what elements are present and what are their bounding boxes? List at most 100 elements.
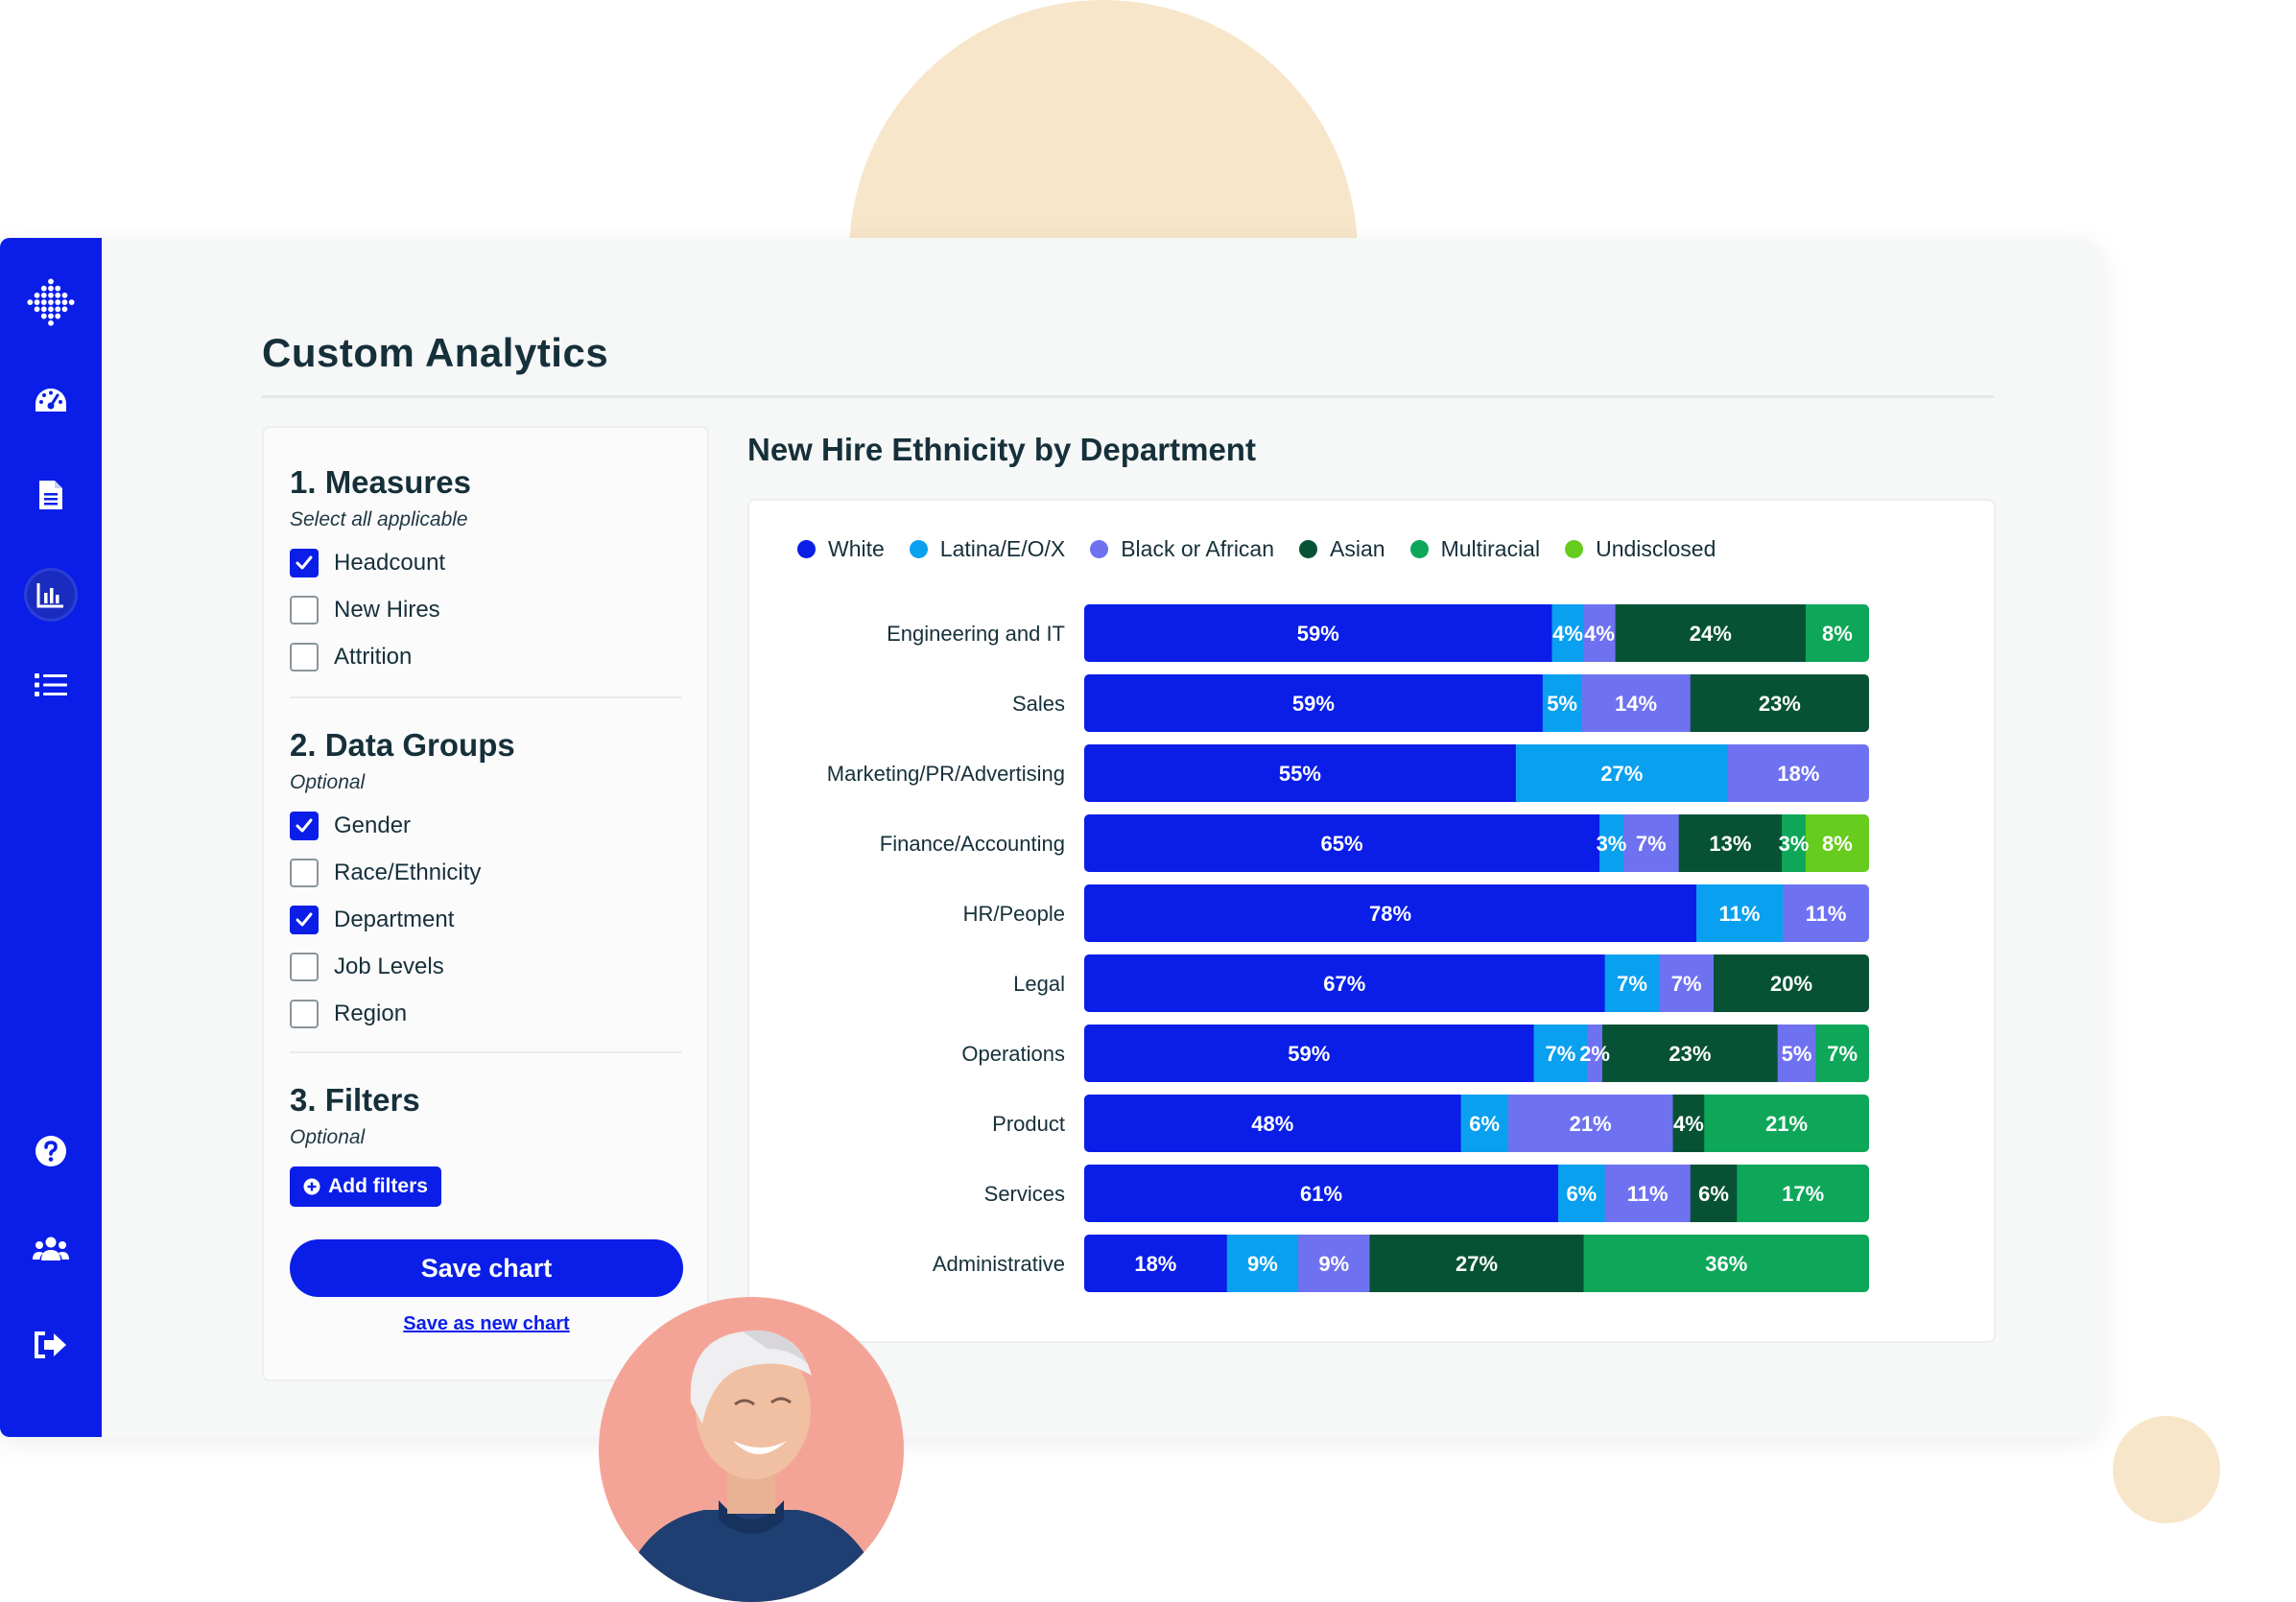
bar-value-label: 6% (1469, 1112, 1500, 1136)
category-label: Sales (1012, 692, 1065, 716)
bar-value-label: 11% (1806, 902, 1847, 926)
bar-value-label: 27% (1456, 1252, 1498, 1276)
group-option-region[interactable]: Region (290, 998, 407, 1030)
bar-segment (1084, 674, 1544, 732)
group-option-gender[interactable]: Gender (290, 810, 411, 842)
section-divider (290, 1051, 681, 1053)
add-filters-button[interactable]: Add filters (290, 1166, 441, 1207)
bar-value-label: 11% (1627, 1182, 1669, 1206)
group-option-race-ethnicity[interactable]: Race/Ethnicity (290, 857, 481, 889)
logo-dots-icon[interactable] (24, 276, 78, 330)
bar-value-label: 4% (1552, 622, 1583, 646)
help-icon[interactable] (24, 1124, 78, 1178)
bar-row (1084, 604, 1869, 662)
legend-swatch (1565, 539, 1584, 558)
bar-value-label: 13% (1709, 832, 1751, 856)
bar-segment (1558, 1165, 1606, 1222)
list-icon[interactable] (24, 658, 78, 712)
bar-segment (1599, 814, 1624, 872)
legend-item: Latina/E/O/X (909, 536, 1065, 562)
legend-swatch (909, 539, 928, 558)
dashboard-gauge-icon[interactable] (24, 374, 78, 428)
logout-icon[interactable] (24, 1318, 78, 1372)
bar-segment (1581, 674, 1692, 732)
measure-option-headcount[interactable]: Headcount (290, 547, 445, 579)
bar-value-label: 7% (1545, 1042, 1575, 1066)
bar-value-label: 11% (1719, 902, 1761, 926)
bar-segment (1678, 814, 1783, 872)
bar-value-label: 14% (1615, 692, 1657, 716)
checkbox[interactable] (290, 549, 319, 577)
bar-value-label: 48% (1251, 1112, 1293, 1136)
category-label: Marketing/PR/Advertising (827, 762, 1065, 786)
decorative-circle-bottom (2113, 1416, 2220, 1523)
document-icon[interactable] (24, 468, 78, 522)
checkbox[interactable] (290, 1000, 319, 1028)
measure-option-attrition[interactable]: Attrition (290, 641, 412, 673)
team-icon[interactable] (24, 1222, 78, 1276)
bar-segment (1727, 744, 1869, 802)
user-photo-avatar (599, 1297, 904, 1602)
bar-value-label: 61% (1300, 1182, 1342, 1206)
group-option-job-levels[interactable]: Job Levels (290, 951, 444, 983)
bar-value-label: 7% (1636, 832, 1667, 856)
bar-segment (1783, 884, 1869, 942)
bar-segment (1815, 1025, 1869, 1082)
checkbox[interactable] (290, 906, 319, 934)
measure-option-new-hires[interactable]: New Hires (290, 594, 440, 626)
legend-item: Asian (1299, 536, 1385, 562)
category-label: Services (984, 1182, 1065, 1206)
bar-row (1084, 954, 1869, 1012)
bar-value-label: 65% (1321, 832, 1363, 856)
save-chart-button[interactable]: Save chart (290, 1239, 683, 1297)
bar-row (1084, 1025, 1869, 1082)
checkbox[interactable] (290, 812, 319, 840)
bar-segment (1084, 884, 1697, 942)
title-divider (262, 395, 1994, 398)
bar-value-label: 18% (1777, 762, 1819, 786)
group-option-department[interactable]: Department (290, 904, 454, 936)
bar-row (1084, 884, 1869, 942)
bar-segment (1690, 674, 1869, 732)
bar-row (1084, 1095, 1869, 1152)
bar-row (1084, 1235, 1869, 1292)
filters-subtitle: Optional (290, 1126, 366, 1148)
bar-segment (1805, 604, 1869, 662)
bar-value-label: 3% (1779, 832, 1810, 856)
data-groups-subtitle: Optional (290, 771, 366, 793)
bar-value-label: 2% (1579, 1042, 1610, 1066)
checkbox[interactable] (290, 859, 319, 887)
bar-segment (1551, 604, 1585, 662)
stacked-bar-chart: Engineering and IT 59% 4% 4% 24% 8%Sales 59% 5%… (827, 604, 1869, 1292)
checkbox[interactable] (290, 953, 319, 981)
checkbox[interactable] (290, 596, 319, 624)
category-label: Finance/Accounting (880, 832, 1065, 856)
bar-value-label: 20% (1770, 972, 1812, 996)
bar-segment (1782, 814, 1807, 872)
category-label: HR/People (963, 902, 1065, 926)
bar-value-label: 67% (1323, 972, 1365, 996)
checkbox[interactable] (290, 643, 319, 671)
legend-swatch (1090, 539, 1109, 558)
bar-row (1084, 744, 1869, 802)
bar-segment (1084, 744, 1517, 802)
legend-label: White (828, 535, 885, 561)
bar-segment (1084, 1095, 1462, 1152)
bar-value-label: 17% (1782, 1182, 1824, 1206)
bar-segment (1226, 1235, 1299, 1292)
bar-segment (1583, 1235, 1869, 1292)
chart-title: New Hire Ethnicity by Department (747, 432, 1256, 467)
bar-row (1084, 674, 1869, 732)
section-divider (290, 696, 681, 698)
bar-segment (1084, 1025, 1535, 1082)
bar-segment (1805, 814, 1869, 872)
analytics-chart-icon[interactable] (24, 568, 78, 622)
legend-item: Undisclosed (1565, 536, 1716, 562)
bar-value-label: 7% (1617, 972, 1647, 996)
bar-segment (1533, 1025, 1588, 1082)
bar-segment (1542, 674, 1582, 732)
plus-circle-icon (303, 1178, 320, 1195)
save-as-new-chart-link[interactable]: Save as new chart (403, 1313, 570, 1334)
bar-segment (1602, 1025, 1779, 1082)
bar-value-label: 36% (1705, 1252, 1747, 1276)
